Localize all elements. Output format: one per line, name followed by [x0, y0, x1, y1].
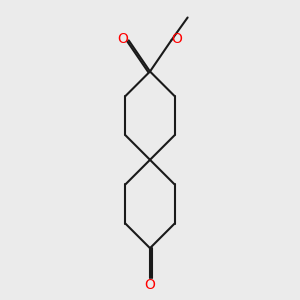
Text: O: O	[145, 278, 155, 292]
Text: O: O	[172, 32, 183, 46]
Text: O: O	[117, 32, 128, 46]
